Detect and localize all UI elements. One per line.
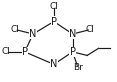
- Text: Cl: Cl: [49, 2, 58, 11]
- Text: Cl: Cl: [11, 25, 20, 34]
- Text: P: P: [51, 16, 57, 26]
- Text: P: P: [70, 47, 76, 57]
- Text: Cl: Cl: [2, 47, 10, 56]
- Text: P: P: [22, 47, 28, 57]
- Text: Br: Br: [73, 63, 83, 72]
- Text: N: N: [50, 59, 58, 69]
- Text: N: N: [29, 29, 37, 39]
- Text: N: N: [69, 29, 76, 39]
- Text: Cl: Cl: [86, 25, 95, 34]
